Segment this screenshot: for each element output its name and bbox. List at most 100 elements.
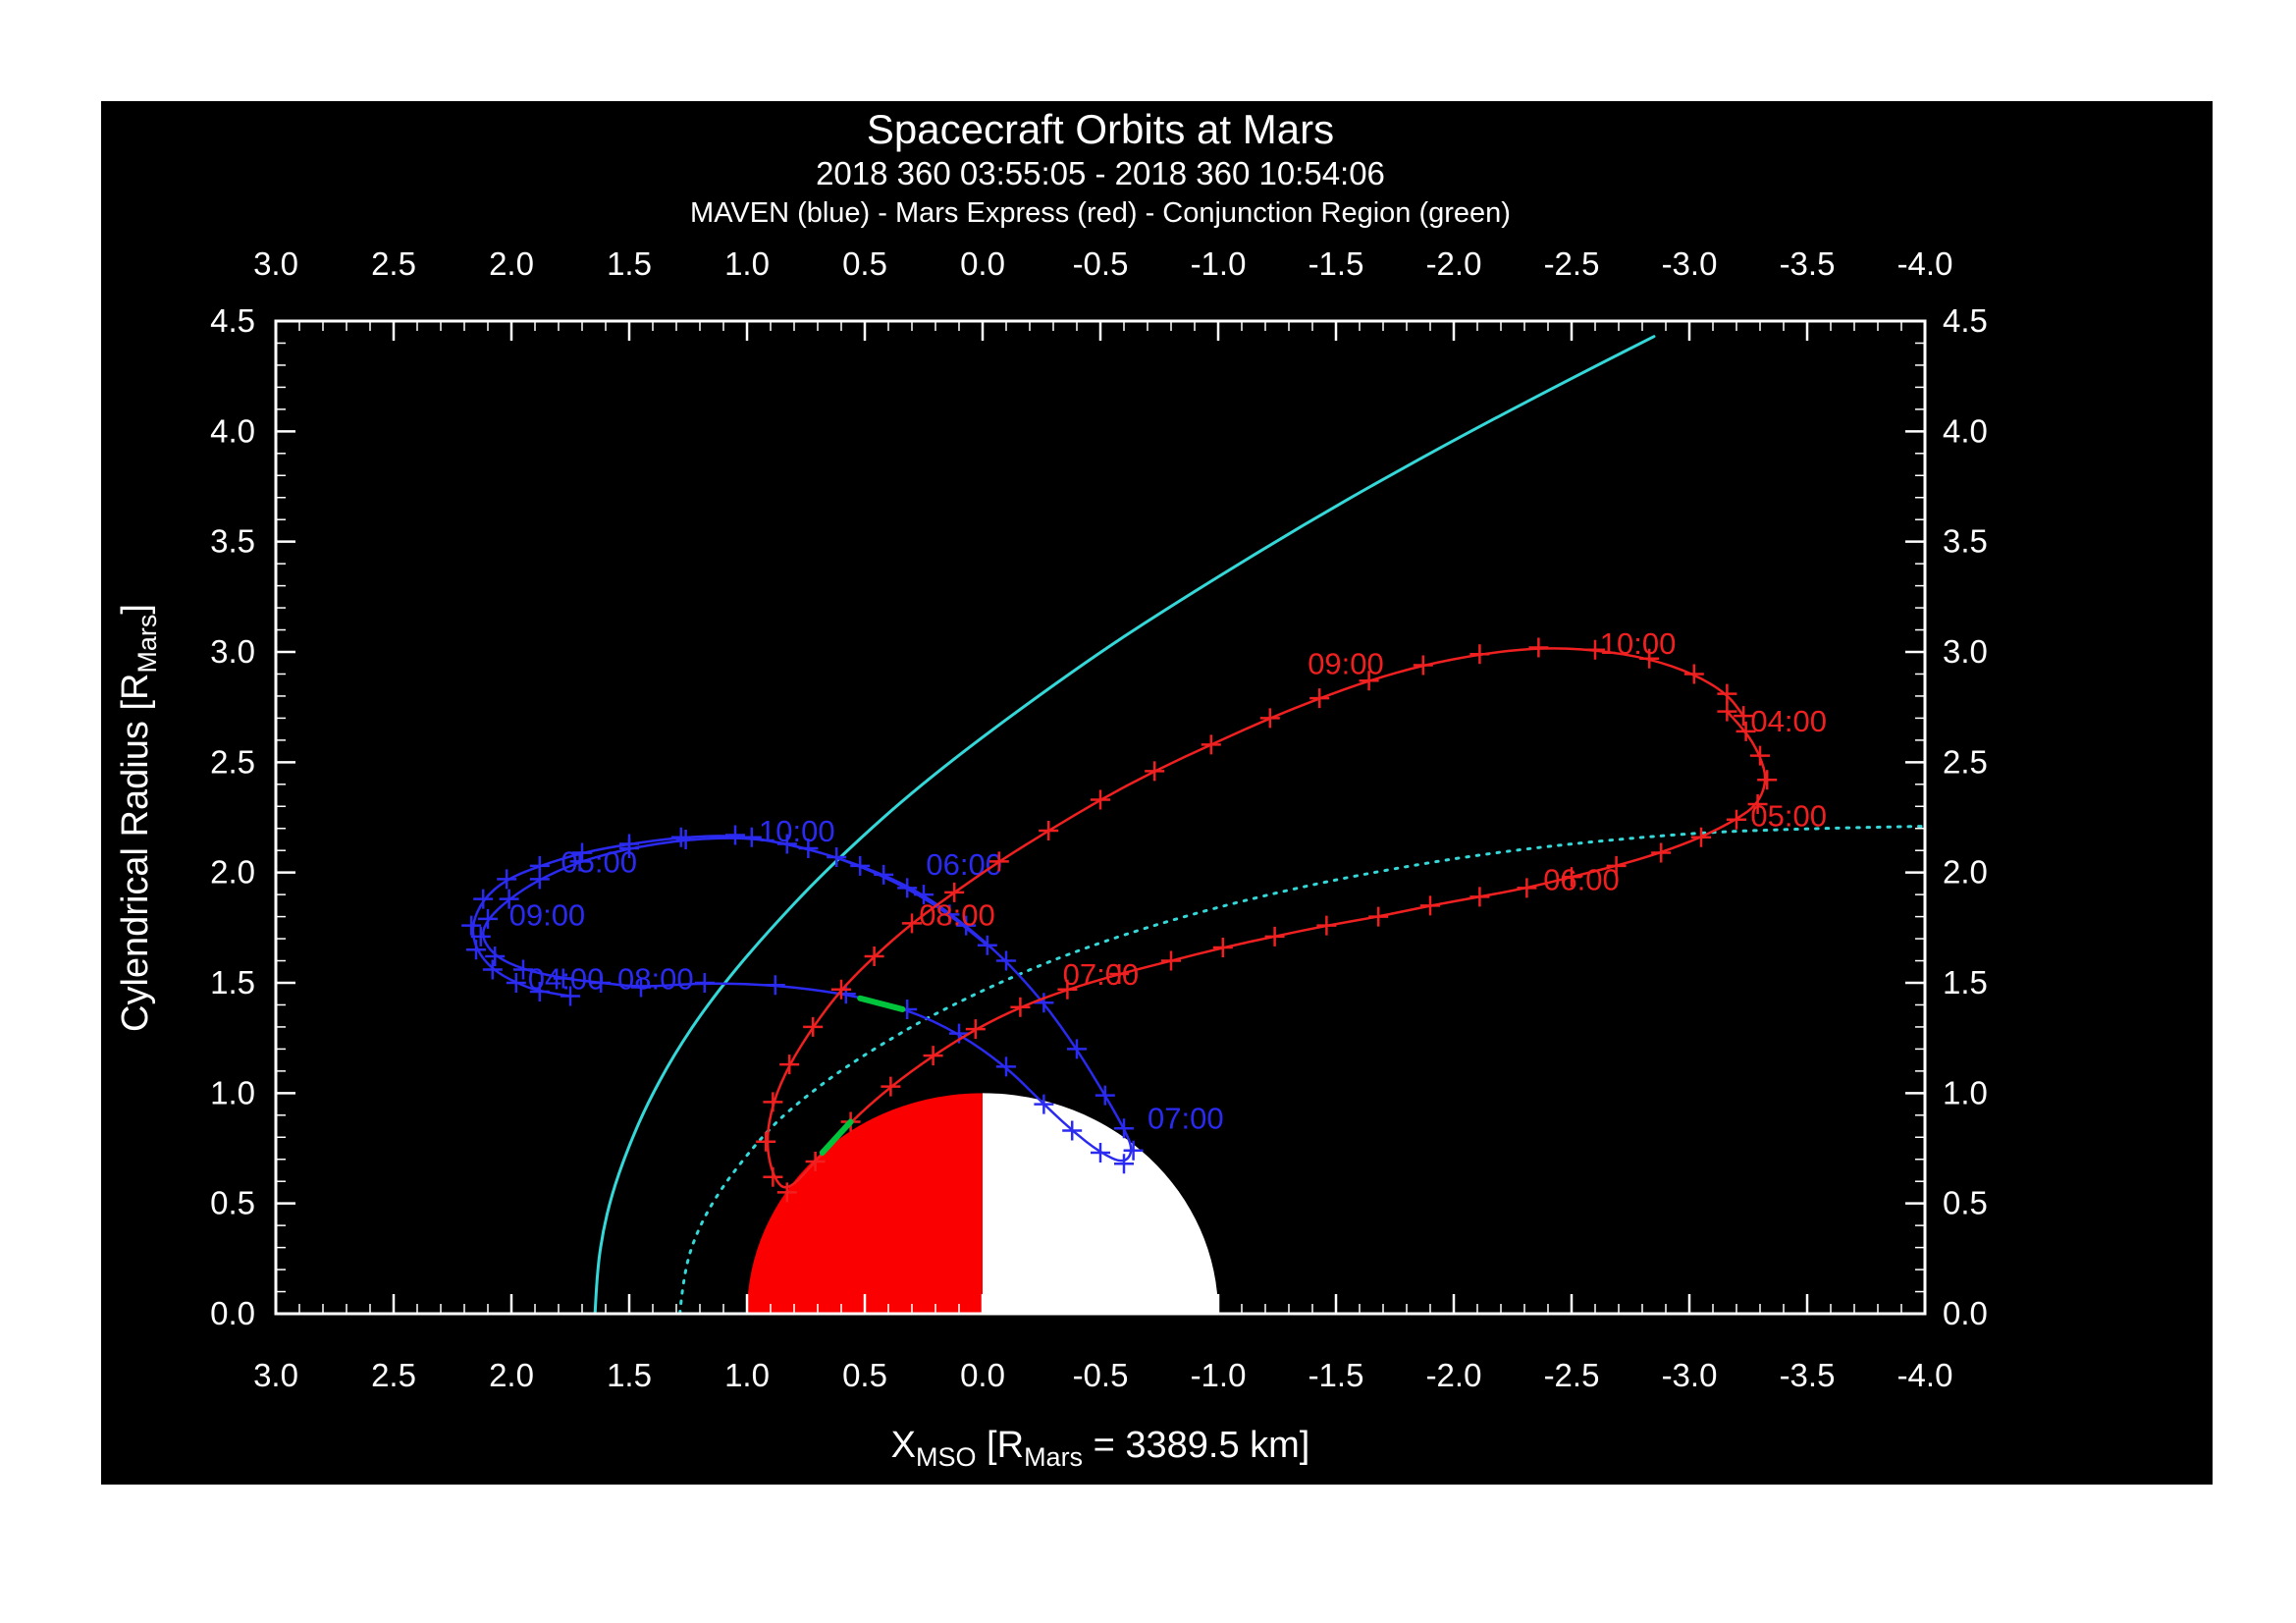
maven-time-label: 10:00: [759, 814, 835, 848]
mars-express-marker: [1039, 820, 1059, 840]
mars-express-marker: [1691, 827, 1711, 847]
mars-express-marker: [1264, 926, 1285, 947]
mars-express-marker: [881, 1076, 901, 1097]
mars-express-marker: [805, 1151, 826, 1171]
mars-express-marker: [803, 1016, 824, 1037]
maven-marker: [798, 838, 819, 858]
maven-marker: [529, 981, 550, 1001]
x-tick-label-bottom: 0.5: [842, 1357, 887, 1393]
maven-marker: [506, 973, 526, 993]
x-tick-label-top: 1.5: [607, 245, 652, 282]
y-axis-title-pre: Cylendrical Radius [R: [115, 674, 156, 1032]
y-tick-label-right: 2.0: [1943, 854, 1988, 891]
x-tick-label-top: 2.5: [371, 245, 416, 282]
y-tick-label-right: 3.0: [1943, 633, 1988, 670]
maven-marker: [1062, 1120, 1083, 1141]
mars-express-marker: [1469, 644, 1490, 665]
maven-marker: [670, 827, 691, 847]
maven-marker: [897, 878, 918, 898]
mars-express-path: [766, 647, 1767, 1189]
maven-marker: [485, 947, 506, 967]
mars-express-marker: [1717, 683, 1737, 704]
maven-marker: [619, 838, 639, 858]
mars-express-marker: [988, 851, 1009, 872]
y-tick-label-right: 0.5: [1943, 1185, 1988, 1221]
x-tick-label-bottom: 1.5: [607, 1357, 652, 1393]
y-axis-title-post: ]: [115, 604, 156, 615]
mars-express-marker: [1562, 867, 1581, 888]
x-tick-label-bottom: -0.5: [1073, 1357, 1129, 1393]
maven-time-label: 09:00: [509, 898, 586, 933]
mars-express-marker: [1010, 997, 1031, 1017]
chart-legend-line: MAVEN (blue) - Mars Express (red) - Conj…: [690, 197, 1511, 229]
mars-express-time-label: 06:00: [1543, 863, 1620, 897]
y-tick-label-right: 1.0: [1943, 1074, 1988, 1110]
maven-marker: [1123, 1140, 1144, 1161]
mars-express-time-label: 05:00: [1750, 798, 1827, 833]
x-tick-label-top: 2.0: [489, 245, 534, 282]
mars-express-marker: [1683, 664, 1704, 684]
mars-express-time-label: 08:00: [919, 898, 995, 933]
maven-marker: [631, 977, 651, 998]
mars-express-marker: [1734, 706, 1754, 727]
orbit-curves: 04:00 05:00 06:00 07:00 08:00 09:00 10:00 04:00…: [461, 335, 1927, 1316]
x-tick-label-bottom: -1.0: [1191, 1357, 1247, 1393]
y-tick-label-right: 1.5: [1943, 964, 1988, 1001]
y-tick-label-right: 4.0: [1943, 412, 1988, 449]
mars-express-time-label: 07:00: [1063, 957, 1140, 992]
x-tick-label-bottom: 3.0: [253, 1357, 298, 1393]
maven-marker: [513, 959, 533, 980]
x-tick-label-bottom: 0.0: [960, 1357, 1005, 1393]
maven-marker: [466, 940, 486, 960]
x-tick-label-top: 0.5: [842, 245, 887, 282]
x-axis-title-post: = 3389.5 km]: [1083, 1425, 1309, 1466]
mars-express-marker: [1750, 745, 1770, 766]
mars-dayside: [747, 1093, 983, 1314]
maven-marker: [591, 973, 612, 993]
mars-express-marker: [1413, 655, 1433, 676]
y-tick-label-left: 3.0: [210, 633, 255, 670]
x-tick-label-top: -4.0: [1897, 245, 1953, 282]
maven-path: [471, 835, 1133, 1163]
mars-express-marker: [1091, 789, 1110, 810]
maven-marker: [996, 950, 1016, 971]
mars-express-marker: [1747, 794, 1768, 815]
maven-marker: [850, 855, 871, 876]
mars-express-marker: [965, 1019, 986, 1040]
mars-express-time-label: 09:00: [1308, 646, 1384, 680]
x-tick-label-bottom: -2.5: [1544, 1357, 1600, 1393]
mars-express-marker: [1606, 855, 1627, 876]
maven-marker: [874, 864, 894, 885]
x-tick-label-top: -3.0: [1662, 245, 1718, 282]
maven-marker: [725, 825, 745, 845]
chart-title: Spacecraft Orbits at Mars: [867, 106, 1334, 152]
x-tick-label-bottom: -3.5: [1780, 1357, 1836, 1393]
conjunction-segment: [819, 1118, 854, 1156]
maven-marker: [553, 968, 573, 989]
mars-express-marker: [763, 1166, 783, 1187]
maven-marker: [1095, 1085, 1115, 1106]
x-axis-title-pre: X: [891, 1425, 916, 1466]
maven-marker: [1034, 1094, 1054, 1114]
mars-express-marker: [1585, 639, 1605, 660]
mars-express-marker: [756, 1131, 776, 1152]
mars-express-marker: [1057, 979, 1078, 1000]
mars-express-marker: [1735, 721, 1756, 741]
axis-tick-labels: 3.0 3.0 2.5 2.5 2.0 2.0 1.5 1.5 1.0 1.0 0.5 0.5 0.0 0…: [210, 245, 1988, 1393]
maven-time-label: 08:00: [617, 962, 694, 997]
mars-express-marker: [1420, 895, 1440, 916]
x-tick-label-bottom: -3.0: [1662, 1357, 1718, 1393]
x-tick-label-top: -0.5: [1073, 245, 1129, 282]
maven-marker: [561, 986, 580, 1006]
mars-express-marker: [776, 1182, 797, 1203]
maven-marker: [675, 829, 696, 849]
mars-express-marker: [1316, 915, 1337, 936]
maven-marker: [478, 908, 498, 929]
maven-marker: [497, 869, 517, 890]
maven-marker: [529, 869, 550, 890]
y-tick-label-right: 3.5: [1943, 523, 1988, 560]
mars-express-marker: [1359, 671, 1379, 691]
axis-ticks: [274, 319, 1927, 1316]
x-tick-label-bottom: 2.0: [489, 1357, 534, 1393]
